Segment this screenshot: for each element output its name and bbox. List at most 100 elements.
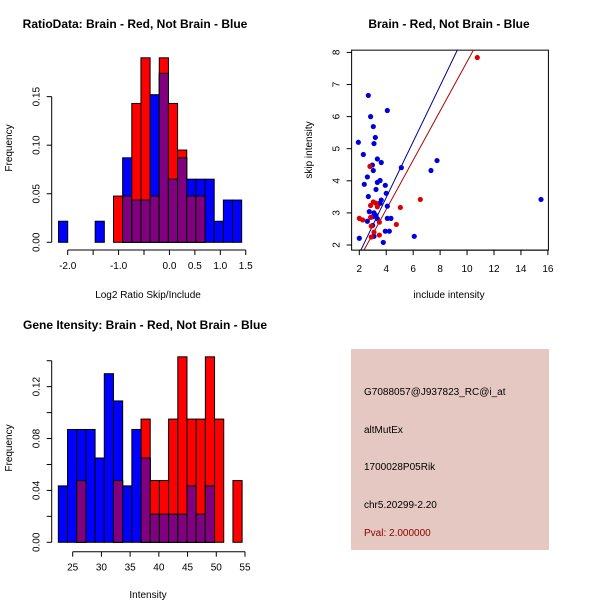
x-tick-label: 35 — [125, 563, 137, 574]
bar-not-brain — [67, 428, 78, 543]
bar-overlap — [195, 513, 206, 543]
point-brain — [397, 204, 403, 211]
point-not-brain — [377, 200, 383, 206]
point-brain — [368, 223, 374, 229]
x-tick-label: 1.0 — [213, 261, 227, 272]
x-tick-label: -2.0 — [59, 261, 77, 272]
point-not-brain — [373, 186, 379, 193]
bar-not-brain — [232, 199, 243, 243]
y-tick-label: 0.15 — [32, 86, 43, 106]
bar-overlap — [122, 195, 133, 243]
bar-not-brain — [213, 220, 224, 243]
y-tick-label: 0.05 — [32, 184, 43, 204]
bar-overlap — [140, 457, 151, 543]
y-tick-label: 0.10 — [32, 135, 43, 155]
y-tick-label: 7 — [332, 81, 343, 87]
y-tick-label: 0.00 — [32, 532, 43, 552]
x-tick-label: 6 — [410, 264, 416, 275]
point-not-brain — [370, 167, 376, 174]
event-type: altMutEx — [364, 425, 403, 436]
bar-not-brain — [122, 485, 133, 543]
y-tick-label: 0.00 — [32, 232, 43, 252]
point-brain — [367, 163, 373, 169]
point-not-brain — [368, 114, 374, 120]
bar-brain — [112, 195, 124, 243]
bar-overlap — [131, 199, 142, 243]
bar-not-brain — [57, 485, 69, 543]
bar-not-brain — [85, 428, 96, 543]
x-tick-label: 16 — [542, 264, 554, 275]
y-tick-label: 0.12 — [32, 376, 43, 396]
y-tick-label: 0.08 — [32, 428, 43, 448]
x-tick-label: 25 — [67, 563, 79, 574]
bar-overlap — [140, 199, 151, 243]
point-not-brain — [377, 177, 383, 184]
y-tick-label: 5 — [332, 145, 343, 151]
point-not-brain — [356, 235, 362, 241]
bar-not-brain — [204, 178, 215, 243]
ratio-histogram-title: RatioData: Brain - Red, Not Brain - Blue — [23, 17, 248, 31]
intensity-histogram: Gene Itensity: Brain - Red, Not Brain - … — [4, 318, 267, 600]
scatter-ylabel: skip intensity — [304, 121, 315, 178]
point-not-brain — [355, 139, 361, 145]
bar-overlap — [167, 178, 179, 243]
x-tick-label: 40 — [153, 563, 165, 574]
point-not-brain — [382, 182, 388, 188]
point-not-brain — [372, 134, 378, 141]
bar-overlap — [204, 485, 216, 543]
x-tick-label: 14 — [515, 264, 527, 275]
point-not-brain — [384, 215, 390, 221]
bar-not-brain — [222, 199, 234, 243]
point-not-brain — [361, 181, 367, 187]
bar-brain — [214, 418, 225, 543]
scatter-xlabel: include intensity — [413, 290, 484, 301]
point-not-brain — [365, 193, 371, 200]
ratio-histogram: RatioData: Brain - Red, Not Brain - Blue… — [4, 17, 253, 301]
p-value: Pval: 2.000000 — [364, 528, 431, 539]
point-not-brain — [388, 215, 394, 221]
point-not-brain — [380, 239, 386, 246]
bar-not-brain — [94, 220, 105, 243]
point-brain — [376, 219, 382, 225]
point-brain — [474, 54, 480, 61]
x-tick-label: 30 — [96, 563, 108, 574]
y-tick-label: 6 — [332, 113, 343, 119]
point-not-brain — [360, 151, 366, 158]
point-not-brain — [383, 190, 389, 196]
point-not-brain — [364, 174, 370, 180]
point-not-brain — [366, 209, 372, 215]
x-tick-label: 55 — [239, 563, 251, 574]
gene-name: 1700028P05Rik — [364, 462, 436, 473]
y-tick-label: 2 — [332, 242, 343, 248]
y-tick-label: 8 — [332, 49, 343, 55]
y-tick-label: 0.04 — [32, 480, 43, 500]
regression-line — [360, 50, 458, 251]
bar-overlap — [177, 513, 188, 543]
point-not-brain — [384, 107, 390, 114]
point-not-brain — [365, 92, 371, 99]
genomic-location: chr5.20299-2.20 — [364, 500, 437, 511]
intensity-histogram-title: Gene Itensity: Brain - Red, Not Brain - … — [23, 318, 267, 332]
point-not-brain — [371, 140, 377, 147]
ratio-histogram-xlabel: Log2 Ratio Skip/Include — [95, 290, 201, 301]
x-tick-label: 1.5 — [239, 261, 253, 272]
bar-overlap — [149, 513, 160, 543]
point-not-brain — [411, 233, 417, 239]
y-tick-label: 3 — [332, 210, 343, 216]
bar-overlap — [158, 513, 170, 543]
point-brain — [371, 229, 377, 235]
bar-overlap — [112, 480, 124, 543]
point-not-brain — [370, 123, 376, 130]
bar-not-brain — [94, 457, 105, 543]
point-not-brain — [386, 228, 392, 234]
ratio-histogram-ylabel: Frequency — [4, 124, 15, 171]
point-brain — [374, 204, 380, 210]
point-not-brain — [434, 157, 440, 164]
point-brain — [368, 202, 374, 209]
bar-overlap — [76, 480, 87, 543]
intensity-histogram-xlabel: Intensity — [129, 590, 166, 600]
point-brain — [368, 234, 374, 240]
point-brain — [393, 221, 399, 228]
